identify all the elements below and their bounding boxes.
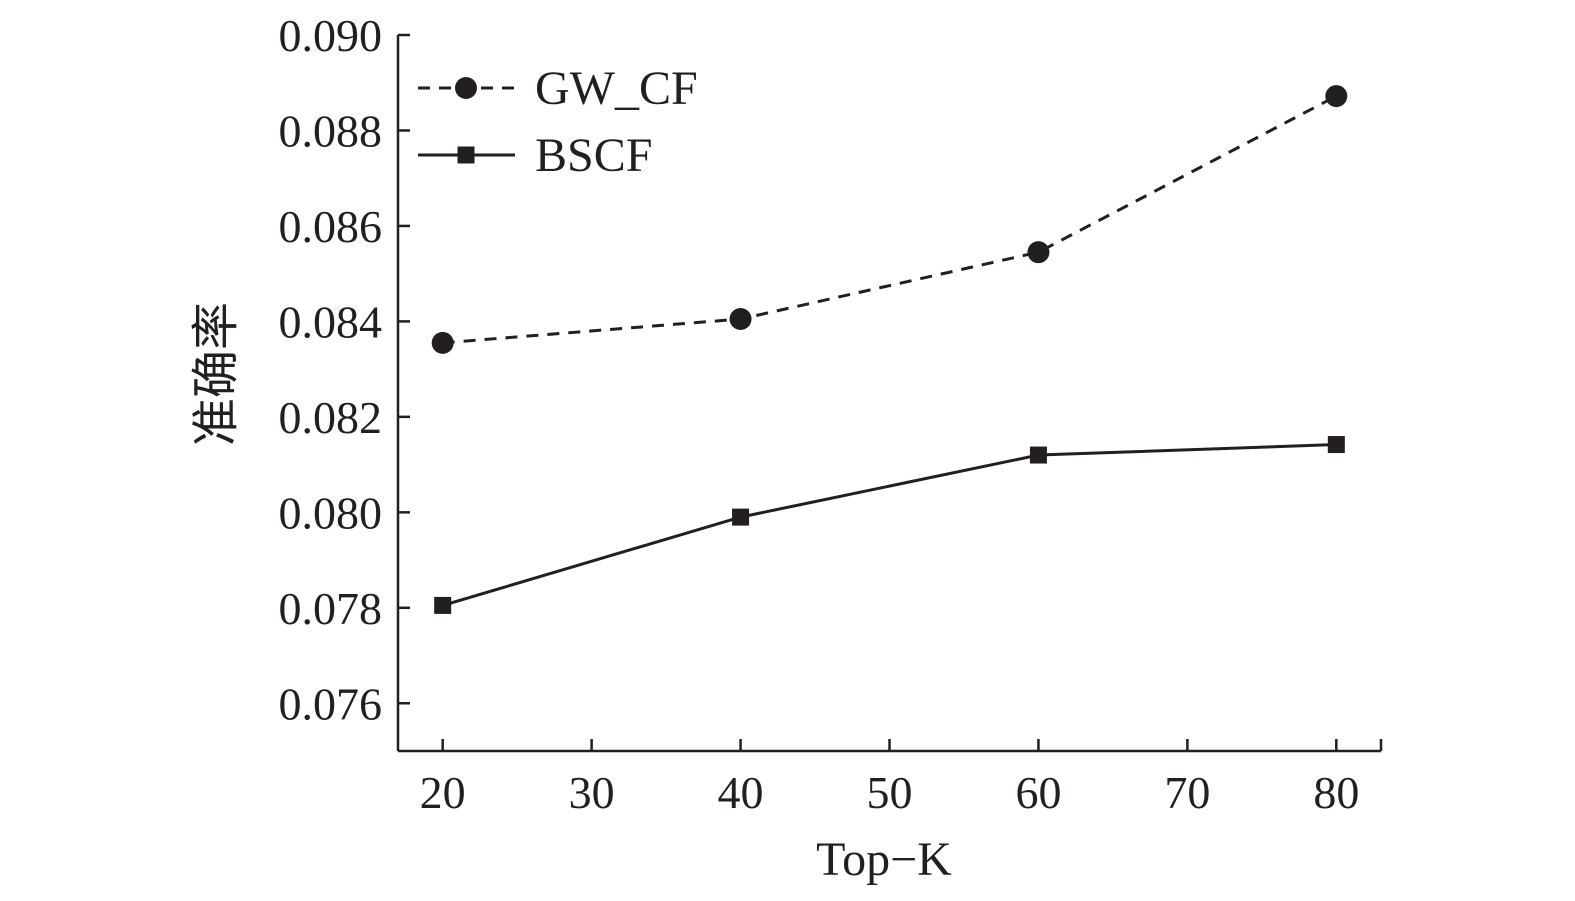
x-tick-label: 20 (420, 767, 466, 818)
y-tick-label: 0.080 (279, 487, 383, 538)
y-tick-label: 0.082 (279, 392, 383, 443)
y-tick-label: 0.088 (279, 105, 383, 156)
series-line-gw-cf (442, 94, 1338, 345)
legend-label: BSCF (535, 129, 652, 182)
y-tick-label: 0.076 (279, 678, 383, 729)
legend-item-bscf: BSCF (418, 129, 652, 182)
data-point-gw-cf (1027, 241, 1050, 264)
data-point-gw-cf (1325, 85, 1348, 108)
data-point-bscf (434, 596, 452, 614)
x-tick-label: 50 (867, 767, 913, 818)
data-point-bscf (1327, 436, 1345, 454)
x-tick-label: 80 (1313, 767, 1359, 818)
x-tick-label: 60 (1015, 767, 1061, 818)
x-tick-label: 70 (1164, 767, 1210, 818)
y-tick-label: 0.090 (279, 10, 383, 61)
y-tick-label: 0.084 (279, 296, 383, 347)
data-point-gw-cf (431, 331, 454, 354)
x-tick-label: 40 (718, 767, 764, 818)
y-tick-label: 0.078 (279, 583, 383, 634)
y-tick-label: 0.086 (279, 201, 383, 252)
legend: GW_CF BSCF (418, 62, 698, 182)
legend-marker (455, 77, 477, 99)
data-point-gw-cf (729, 308, 752, 331)
series-bscf (434, 436, 1345, 614)
legend-marker (457, 146, 475, 164)
x-tick-label: 30 (569, 767, 615, 818)
series-gw-cf (431, 85, 1348, 354)
legend-label: GW_CF (535, 62, 698, 115)
y-axis-title: 准确率 (190, 302, 243, 446)
x-ticks: 20 30 40 50 60 70 80 (420, 739, 1383, 818)
x-axis-title: Top−K (816, 833, 952, 886)
legend-item-gw-cf: GW_CF (418, 62, 698, 115)
y-ticks: 0.076 0.078 0.080 0.082 0.084 0.086 0.088 0.090 (279, 10, 410, 729)
series-layer (431, 85, 1348, 614)
data-point-bscf (1029, 446, 1047, 464)
data-point-bscf (732, 508, 750, 526)
series-line-bscf (442, 443, 1337, 607)
